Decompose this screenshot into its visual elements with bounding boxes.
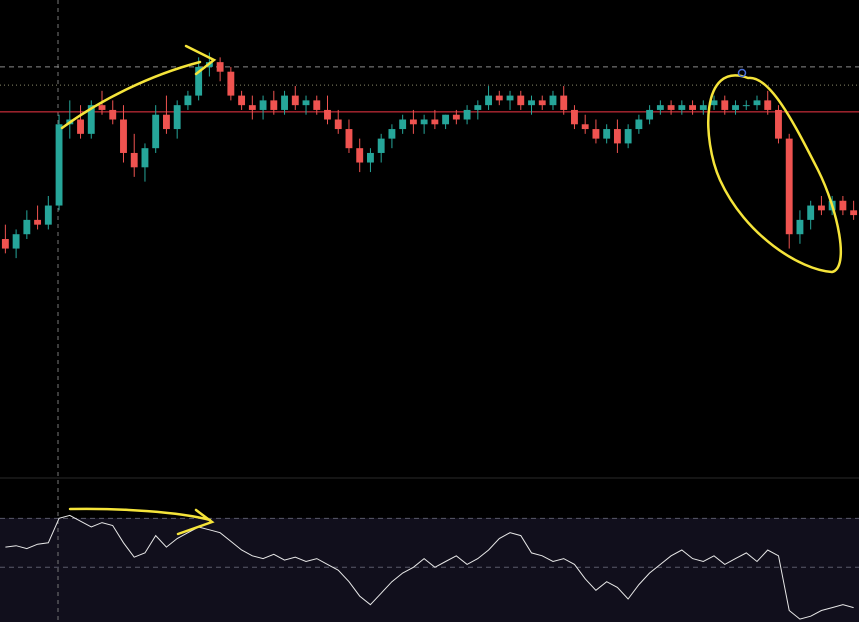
- candle-body: [356, 148, 364, 163]
- candle-body: [388, 129, 396, 139]
- candle-body: [592, 129, 600, 139]
- candle-body: [710, 100, 718, 106]
- candle-body: [560, 95, 568, 110]
- candle-body: [431, 119, 439, 125]
- candle-body: [452, 114, 460, 120]
- candle-body: [184, 95, 192, 106]
- candle-body: [839, 200, 847, 211]
- candle-body: [667, 105, 675, 110]
- candle-body: [195, 66, 203, 96]
- candle-body: [420, 119, 428, 125]
- candle-body: [1, 239, 9, 249]
- candle-body: [850, 210, 858, 216]
- candle-body: [324, 109, 331, 120]
- candle-body: [721, 100, 729, 110]
- candle-body: [764, 100, 772, 110]
- candle-body: [152, 114, 160, 149]
- candle-body: [98, 105, 106, 110]
- candle-body: [130, 152, 138, 168]
- candle-body: [463, 109, 471, 120]
- candle-body: [474, 105, 482, 110]
- candle-body: [270, 100, 278, 110]
- candle-body: [785, 138, 793, 235]
- candle-body: [109, 109, 117, 120]
- candle-body: [399, 119, 407, 130]
- candle-body: [517, 95, 525, 106]
- candle-body: [141, 148, 149, 168]
- candle-body: [506, 95, 514, 101]
- candle-body: [55, 124, 63, 206]
- candle-body: [302, 100, 310, 106]
- candle-body: [753, 100, 761, 106]
- candle-body: [656, 105, 664, 110]
- candle-body: [613, 129, 621, 144]
- annotation-arrow: [60, 44, 217, 130]
- candle-body: [238, 95, 246, 106]
- candle-body: [732, 105, 739, 110]
- candle-body: [549, 95, 557, 106]
- candle-body: [313, 100, 321, 110]
- candle-body: [742, 105, 750, 107]
- candle-body: [173, 105, 181, 130]
- candle-body: [817, 205, 825, 211]
- candle-body: [442, 114, 450, 125]
- indicator-line: [5, 514, 854, 620]
- candle-body: [775, 109, 782, 139]
- marks: [0, 52, 859, 620]
- candle-body: [12, 234, 20, 249]
- candle-body: [796, 219, 804, 235]
- candle-body: [216, 62, 224, 72]
- candle-body: [807, 205, 815, 220]
- candle-body: [635, 119, 643, 130]
- candle-body: [34, 219, 42, 225]
- candle-body: [699, 105, 707, 110]
- candle-body: [44, 205, 52, 225]
- candle-body: [334, 119, 342, 130]
- candle-body: [281, 95, 288, 110]
- candle-body: [624, 129, 632, 144]
- candle-body: [345, 129, 353, 149]
- candle-body: [367, 152, 374, 163]
- candle-body: [87, 105, 95, 134]
- candle-body: [689, 105, 697, 110]
- candle-body: [77, 119, 84, 134]
- candle-body: [528, 100, 535, 106]
- annotations: [60, 44, 843, 536]
- candle-body: [485, 95, 492, 106]
- candle-body: [495, 95, 503, 101]
- candle-body: [571, 109, 578, 125]
- candle-body: [120, 119, 127, 153]
- candle-body: [581, 124, 589, 130]
- annotation-ellipse: [707, 74, 843, 274]
- candle-body: [248, 105, 256, 110]
- candle-body: [291, 95, 299, 106]
- candle-body: [678, 105, 686, 110]
- alert-icon: [737, 68, 747, 78]
- candle-body: [409, 119, 417, 125]
- candle-body: [23, 219, 31, 235]
- candle-body: [259, 100, 267, 110]
- candle-body: [538, 100, 546, 106]
- candle-body: [227, 71, 235, 96]
- candle-body: [162, 114, 170, 130]
- indicator-band: [0, 518, 859, 622]
- candle-body: [646, 109, 654, 120]
- candle-body: [603, 129, 611, 139]
- candle-body: [377, 138, 385, 153]
- annotation-arrow: [68, 507, 215, 536]
